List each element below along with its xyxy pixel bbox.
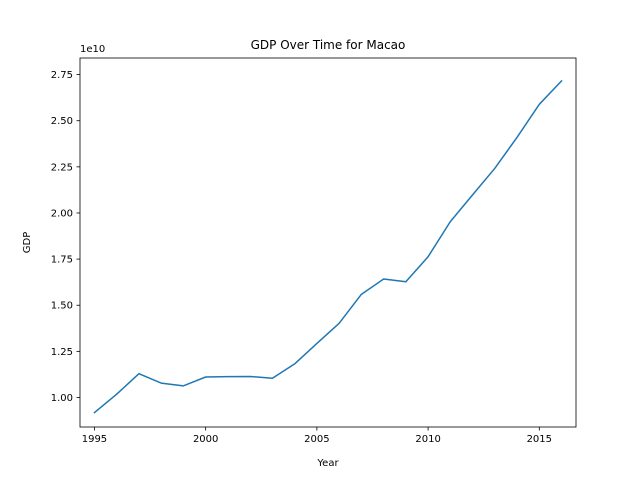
y-tick-label: 2.25 <box>51 162 73 173</box>
y-ticks: 1.00 1.25 1.50 1.75 2.00 2.25 2.50 2.75 <box>51 70 80 404</box>
chart-title: GDP Over Time for Macao <box>251 38 406 52</box>
x-tick-label: 2000 <box>193 434 218 445</box>
x-tick-label: 2005 <box>304 434 329 445</box>
y-tick-label: 1.50 <box>51 301 73 312</box>
x-tick-label: 2010 <box>415 434 440 445</box>
x-axis-label: Year <box>316 458 339 469</box>
y-tick-label: 1.25 <box>51 347 73 358</box>
y-offset-label: 1e10 <box>80 44 105 55</box>
x-ticks: 1995 2000 2005 2010 2015 <box>82 427 552 445</box>
y-axis-label: GDP <box>22 232 33 253</box>
y-tick-label: 2.00 <box>51 208 73 219</box>
x-tick-label: 2015 <box>527 434 552 445</box>
x-tick-label: 1995 <box>82 434 107 445</box>
y-tick-label: 2.50 <box>51 116 73 127</box>
y-tick-label: 1.75 <box>51 255 73 266</box>
plot-series <box>93 79 563 414</box>
y-tick-label: 1.00 <box>51 393 73 404</box>
series-line <box>93 79 563 414</box>
y-tick-label: 2.75 <box>51 70 73 81</box>
plot-frame <box>79 57 577 428</box>
